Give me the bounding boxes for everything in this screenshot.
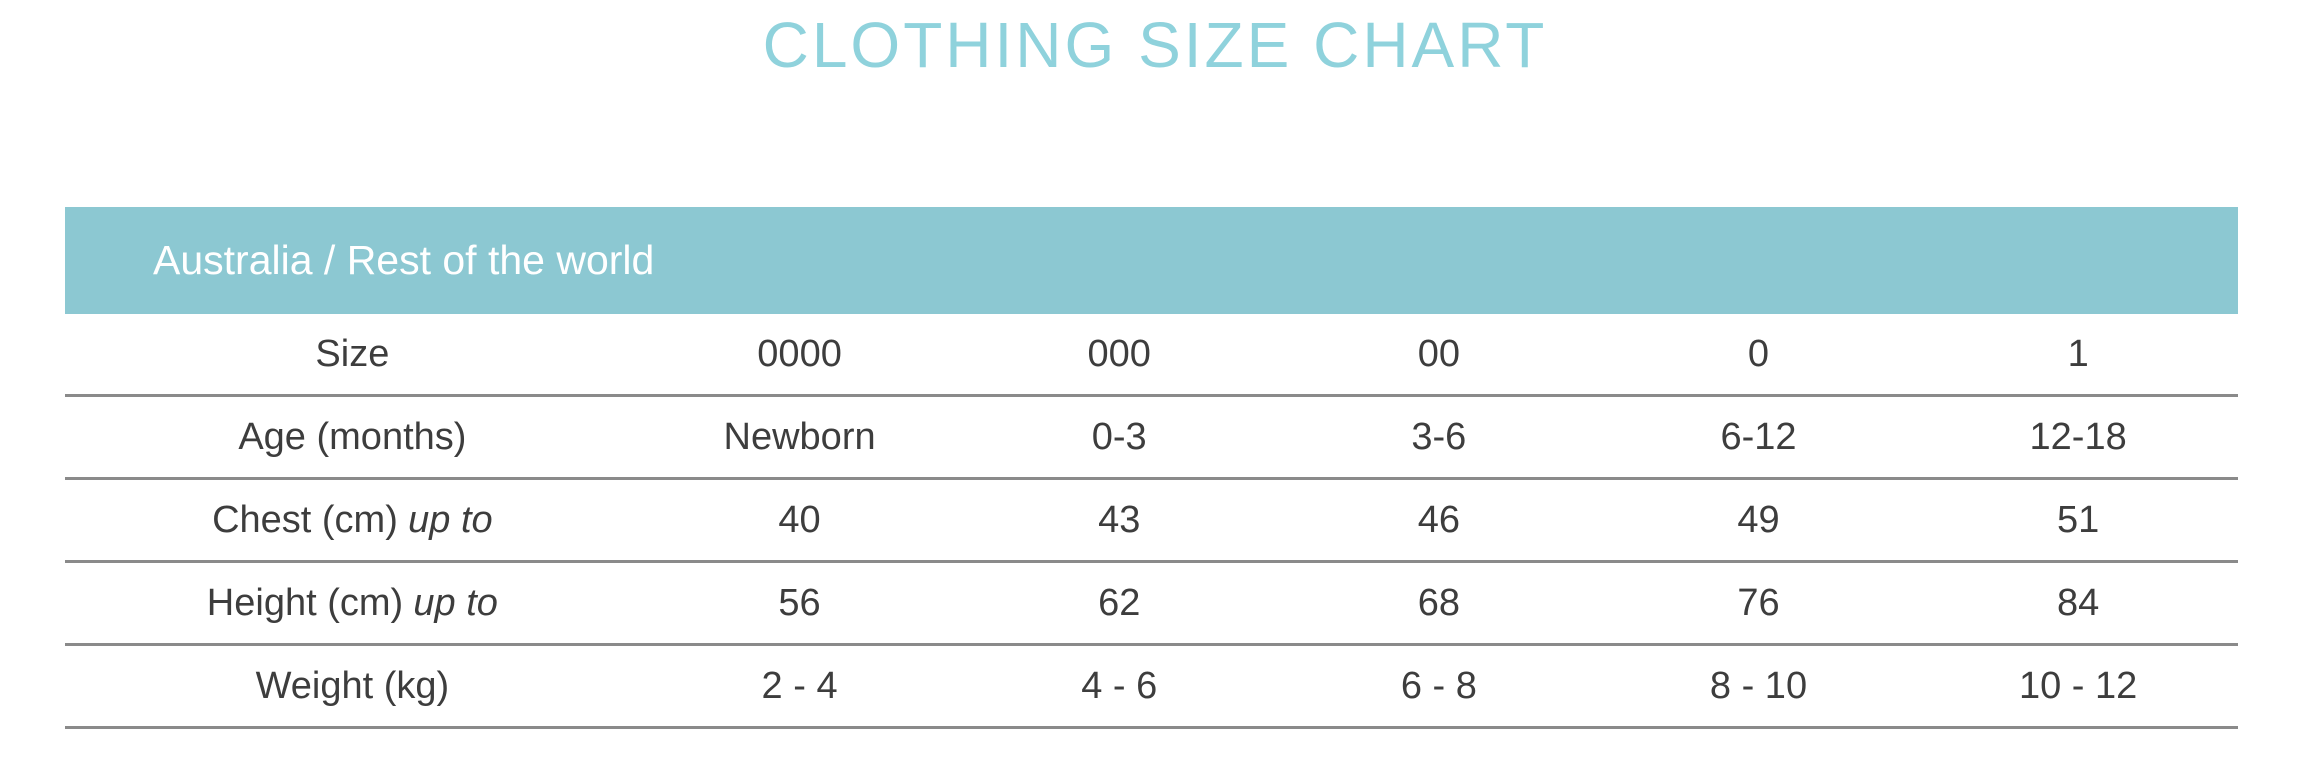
age-value-00: 3-6 (1411, 415, 1467, 458)
row-label-italic: up to (413, 581, 498, 624)
weight-value-0000: 2 - 4 (761, 664, 838, 707)
row-label-height: Height (cm) up to (65, 582, 640, 625)
table-row-height: Height (cm) up to 56 62 68 76 84 (65, 563, 2238, 646)
weight-value-0: 8 - 10 (1709, 664, 1808, 707)
height-value-000: 62 (1098, 581, 1141, 624)
size-value-0: 0 (1747, 332, 1770, 375)
size-value-00: 00 (1417, 332, 1460, 375)
height-value-0000: 56 (778, 581, 821, 624)
chest-value-0000: 40 (778, 498, 821, 541)
row-label-text: Size (315, 332, 390, 375)
row-label-text: Height (cm) (206, 581, 404, 624)
row-label-age: Age (months) (65, 416, 640, 459)
row-label-weight: Weight (kg) (65, 665, 640, 708)
chest-value-000: 43 (1098, 498, 1141, 541)
table-row-weight: Weight (kg) 2 - 4 4 - 6 6 - 8 8 - 10 10 … (65, 646, 2238, 729)
age-value-0: 6-12 (1720, 415, 1797, 458)
chest-value-0: 49 (1737, 498, 1780, 541)
row-label-italic: up to (408, 498, 493, 541)
row-label-text: Age (months) (238, 415, 467, 458)
chest-value-1: 51 (2056, 498, 2100, 541)
height-value-00: 68 (1417, 581, 1460, 624)
row-label-size: Size (65, 333, 640, 376)
size-value-0000: 0000 (757, 332, 842, 375)
weight-value-00: 6 - 8 (1400, 664, 1477, 707)
size-value-1: 1 (2067, 332, 2089, 375)
row-label-text: Weight (kg) (255, 664, 450, 707)
table-row-age: Age (months) Newborn 0-3 3-6 6-12 12-18 (65, 397, 2238, 480)
chest-value-00: 46 (1417, 498, 1460, 541)
age-value-1: 12-18 (2029, 415, 2127, 458)
table-row-chest: Chest (cm) up to 40 43 46 49 51 (65, 480, 2238, 563)
size-chart-table: Australia / Rest of the world Size 0000 … (65, 207, 2238, 729)
height-value-0: 76 (1737, 581, 1780, 624)
size-value-000: 000 (1087, 332, 1151, 375)
weight-value-1: 10 - 12 (2018, 664, 2138, 707)
weight-value-000: 4 - 6 (1081, 664, 1158, 707)
region-header-label: Australia / Rest of the world (153, 237, 655, 283)
age-value-000: 0-3 (1091, 415, 1147, 458)
table-row-size: Size 0000 000 00 0 1 (65, 314, 2238, 397)
age-value-0000: Newborn (723, 415, 876, 458)
region-header-band: Australia / Rest of the world (65, 207, 2238, 314)
row-label-text: Chest (cm) (212, 498, 398, 541)
page-title: CLOTHING SIZE CHART (762, 9, 1548, 81)
row-label-chest: Chest (cm) up to (65, 499, 640, 542)
height-value-1: 84 (2056, 581, 2100, 624)
